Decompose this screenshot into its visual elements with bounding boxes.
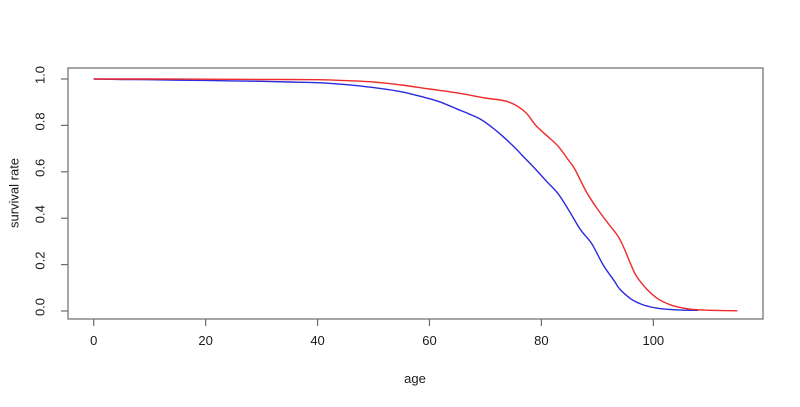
y-tick-label: 0.8 [33,112,48,130]
x-tick-label: 80 [534,333,548,348]
y-axis-title: survival rate [6,157,22,229]
survival-curve-red [93,78,738,312]
x-tick-label: 60 [422,333,436,348]
x-tick-label: 40 [310,333,324,348]
y-tick-label: 0.0 [33,298,48,316]
y-tick-label: 0.2 [33,252,48,270]
y-tick-label: 0.6 [33,159,48,177]
x-tick-label: 0 [90,333,97,348]
x-tick-label: 100 [642,333,664,348]
plot-frame [67,67,764,320]
y-tick-label: 1.0 [33,66,48,84]
x-tick-label: 20 [198,333,212,348]
x-axis-title: age [404,371,426,386]
y-tick-label: 0.4 [33,205,48,223]
survival-curve-blue [93,78,699,311]
